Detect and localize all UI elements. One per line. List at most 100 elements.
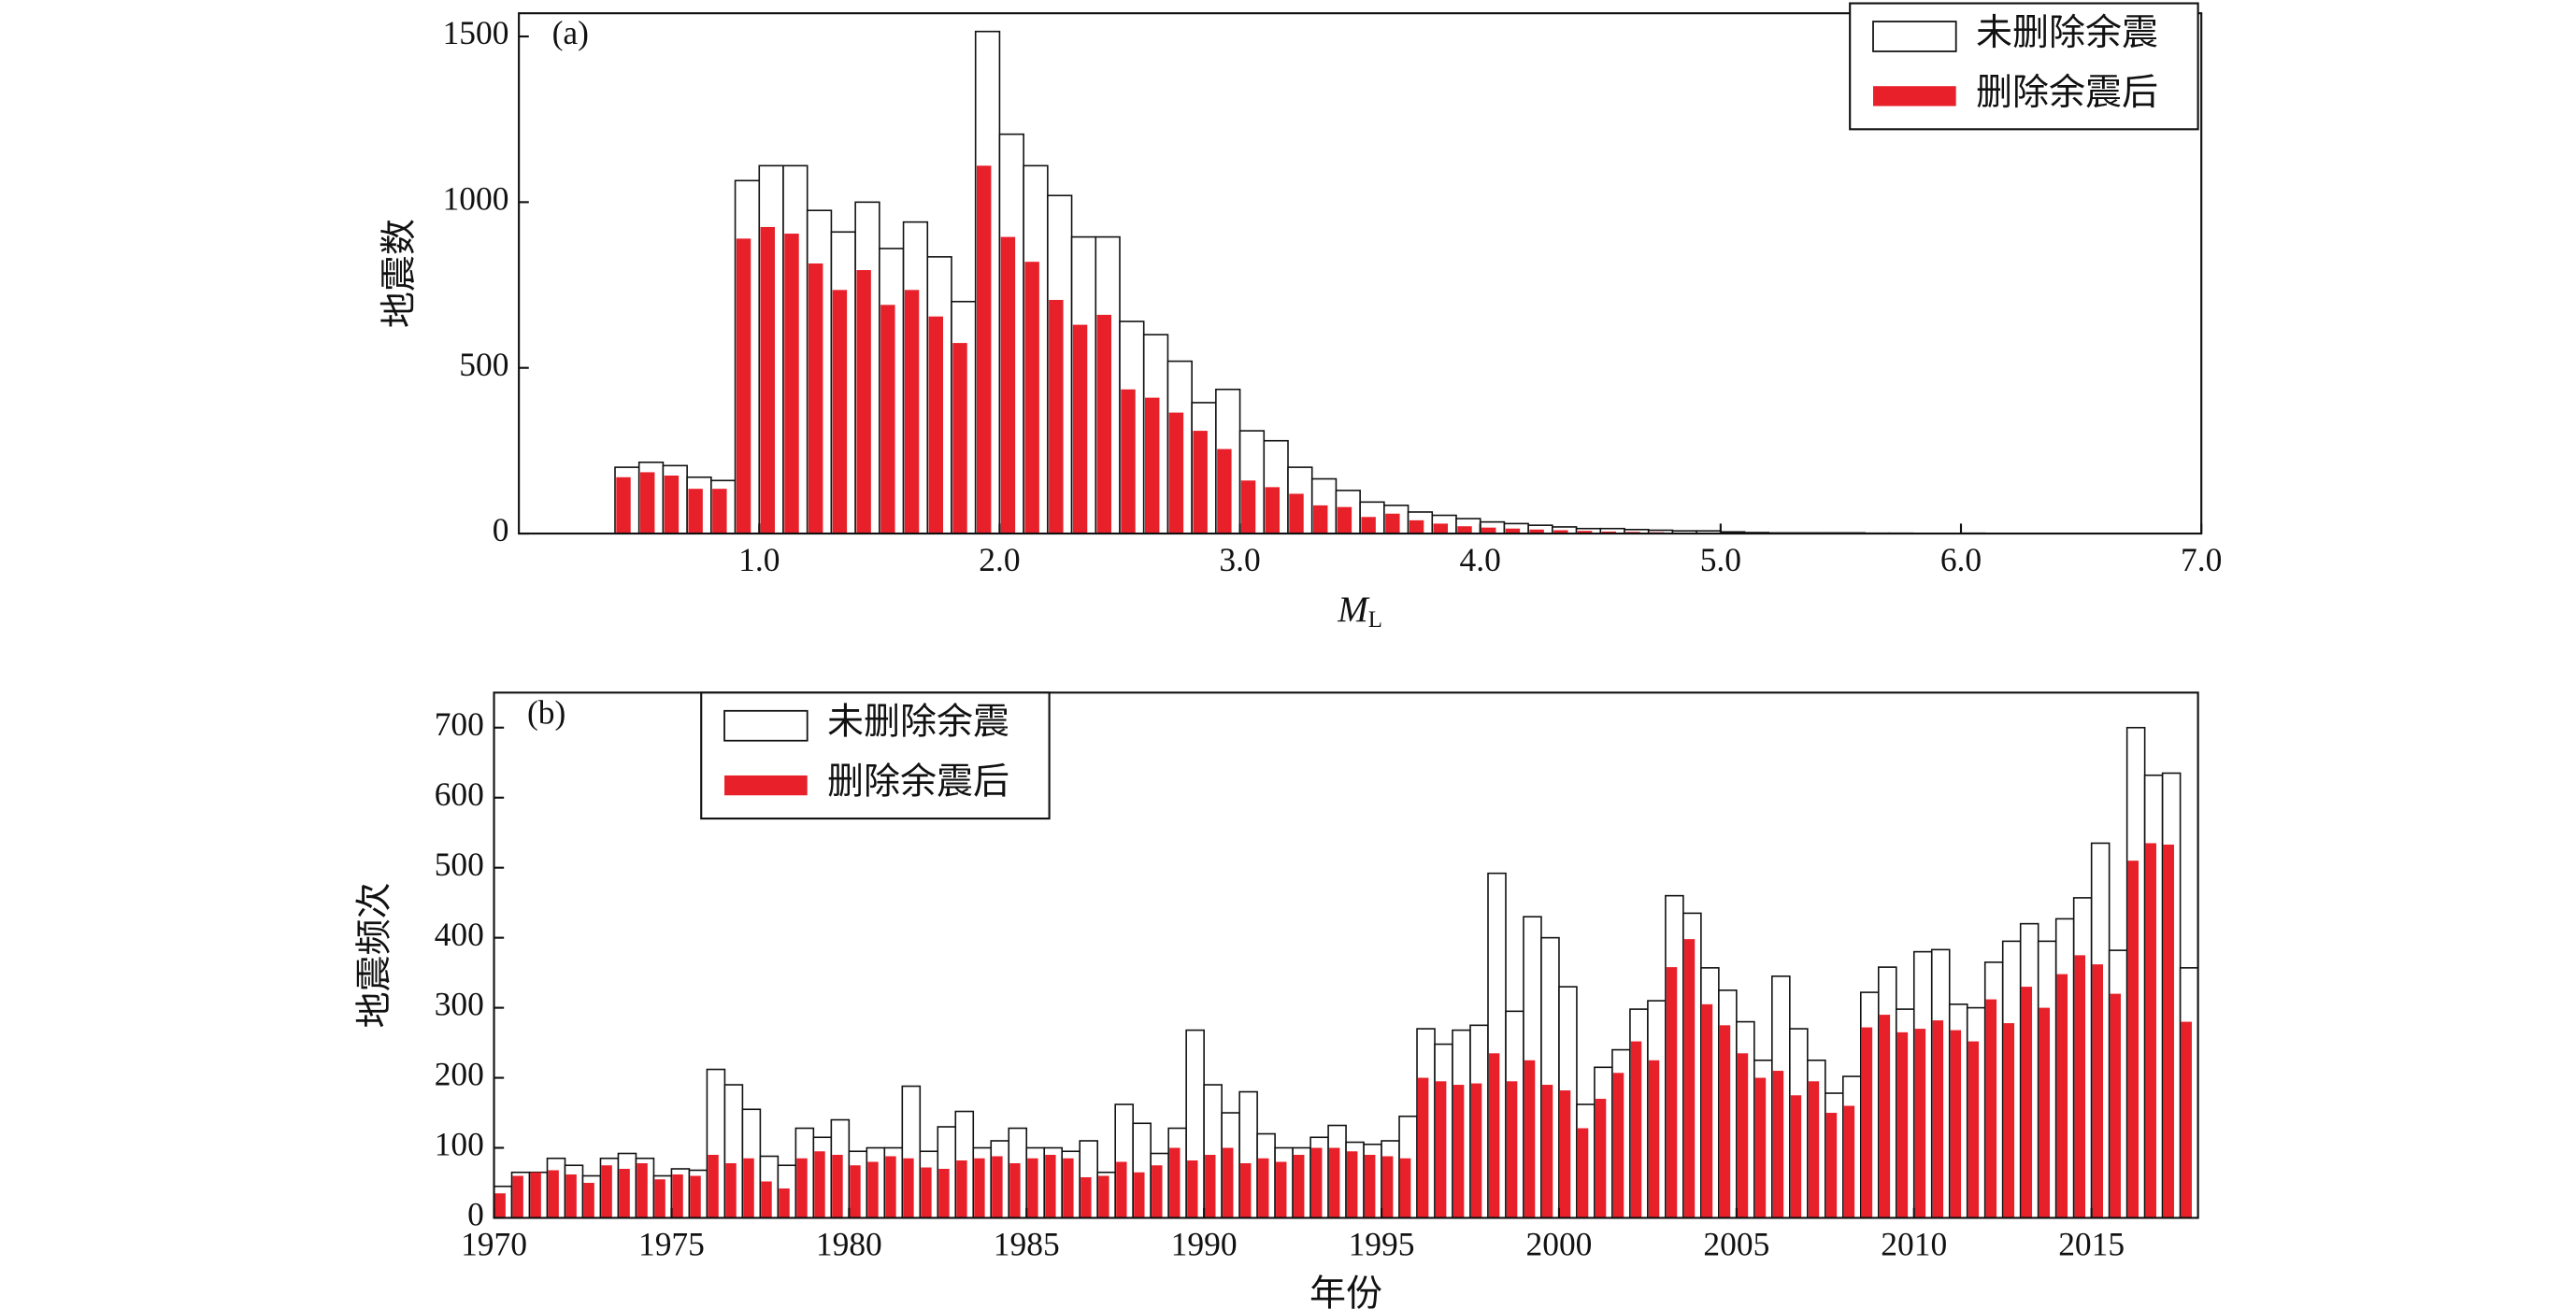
y-axis-label: 地震数 [379, 219, 420, 328]
x-tick-label: 2000 [1526, 1226, 1593, 1263]
bar [1950, 1030, 1962, 1218]
x-axis-label-main: 年份 [1309, 1274, 1382, 1309]
bar [1470, 1083, 1482, 1218]
x-axis-label: ML [1337, 590, 1382, 633]
bar [530, 1172, 541, 1218]
bar [1488, 1053, 1500, 1218]
bar [1098, 1175, 1109, 1218]
bar [2127, 861, 2139, 1218]
y-tick-label: 400 [435, 916, 484, 953]
bar [1347, 1151, 1358, 1218]
bar [743, 1158, 754, 1218]
bar [1258, 1158, 1269, 1218]
bar [832, 290, 848, 534]
y-tick-label: 100 [435, 1126, 484, 1163]
bar [1719, 1025, 1731, 1218]
bar [619, 1168, 630, 1218]
bar [1529, 529, 1544, 534]
legend-label: 删除余震后 [827, 762, 1009, 803]
bar [1701, 1003, 1713, 1218]
legend-swatch [724, 775, 808, 796]
bar [976, 165, 992, 534]
bar [494, 1193, 506, 1218]
bar [1289, 493, 1304, 534]
bar [1169, 1147, 1181, 1218]
bar [1399, 1158, 1411, 1218]
bar [779, 1188, 790, 1218]
bar [688, 489, 703, 534]
bar [921, 1167, 932, 1218]
bar [2181, 1021, 2192, 1218]
y-tick-label: 1500 [443, 14, 509, 51]
bar [1843, 1105, 1855, 1218]
bar [690, 1175, 701, 1218]
bar [904, 290, 920, 534]
bar [736, 238, 751, 534]
plot-frame [518, 12, 2203, 535]
bar [1879, 1015, 1891, 1218]
y-tick-label: 300 [435, 986, 484, 1023]
bar [1932, 1020, 1944, 1218]
y-tick-label: 500 [435, 846, 484, 883]
bar [1790, 1095, 1802, 1218]
bar [1577, 531, 1593, 534]
bar [565, 1174, 577, 1218]
bar [1072, 324, 1088, 534]
bar [2145, 843, 2156, 1218]
x-tick-label: 1980 [816, 1226, 882, 1263]
bar [2056, 974, 2068, 1218]
bar [761, 1181, 772, 1218]
bar [1240, 1162, 1252, 1218]
bar [1329, 1147, 1340, 1218]
bar [956, 1160, 967, 1218]
bar [952, 343, 967, 534]
bar [1313, 505, 1328, 534]
bar [1152, 1165, 1163, 1218]
panel-label: (b) [527, 693, 565, 731]
bar [1648, 1060, 1660, 1218]
bar [725, 1162, 737, 1218]
panel-label: (a) [552, 14, 589, 51]
y-tick-label: 1000 [443, 179, 509, 217]
y-tick-label: 0 [467, 1196, 484, 1233]
bar [1409, 519, 1424, 534]
bar [796, 1158, 808, 1218]
y-tick-label: 700 [435, 705, 484, 743]
x-tick-label: 6.0 [1940, 541, 1982, 578]
x-tick-label: 1990 [1171, 1226, 1238, 1263]
x-axis-label: 年份 [1309, 1274, 1382, 1309]
bar [832, 1155, 843, 1218]
x-tick-label: 4.0 [1460, 541, 1501, 578]
bar [938, 1168, 950, 1218]
y-tick-label: 500 [459, 346, 508, 383]
bar [712, 489, 727, 534]
bar [2003, 1023, 2015, 1218]
bar [1595, 1099, 1607, 1218]
bar [1985, 999, 1997, 1218]
bar [1453, 1085, 1465, 1218]
bar [1385, 513, 1400, 534]
bar [1825, 1113, 1838, 1218]
bar [672, 1174, 683, 1218]
x-tick-label: 2.0 [979, 541, 1020, 578]
bar [2039, 1007, 2051, 1218]
bar [1683, 939, 1696, 1218]
bar [1612, 1073, 1624, 1218]
bar [928, 316, 943, 534]
bar [2074, 955, 2086, 1218]
bar [1559, 1090, 1571, 1218]
x-tick-label: 7.0 [2181, 541, 2222, 578]
bar [992, 1156, 1003, 1218]
y-tick-label: 0 [493, 511, 509, 548]
bar [1168, 412, 1184, 534]
legend-swatch [1873, 86, 1956, 107]
legend-swatch [723, 709, 809, 742]
bar [1541, 1085, 1553, 1218]
plot [614, 30, 1986, 534]
bar [1000, 236, 1016, 534]
bar [1577, 1128, 1589, 1218]
bar [1808, 1081, 1820, 1218]
bar [601, 1165, 612, 1218]
x-axis-label-main: M [1337, 590, 1370, 630]
bar [808, 263, 823, 534]
